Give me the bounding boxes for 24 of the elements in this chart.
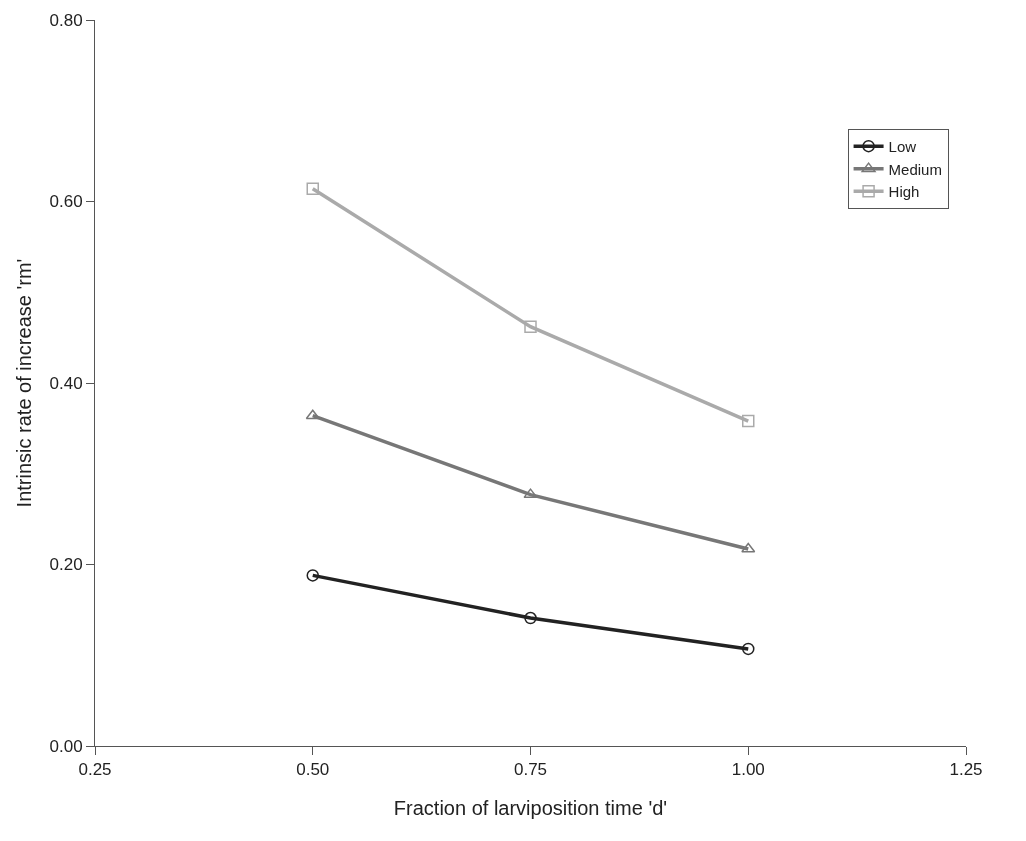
x-tick-label: 1.25 [949, 760, 983, 780]
legend-label: High [888, 183, 920, 200]
y-tick-label: 0.80 [49, 10, 83, 30]
point [524, 611, 537, 625]
y-tick-label: 0.60 [49, 192, 83, 212]
point [742, 414, 755, 428]
x-tick-label: 0.50 [296, 760, 330, 780]
point [305, 409, 320, 420]
y-axis-title: Intrinsic rate of increase 'rm' [13, 258, 36, 508]
x-tick-label: 0.75 [513, 760, 548, 780]
legend-label: Medium [888, 160, 942, 178]
y-tick-label: 0.20 [49, 555, 83, 575]
point [306, 182, 319, 196]
y-tick-label: 0.40 [49, 373, 83, 393]
point [742, 642, 755, 656]
legend-label: Low [888, 138, 917, 155]
x-axis-title: Fraction of larviposition time 'd' [393, 796, 668, 819]
x-tick-label: 1.00 [731, 760, 765, 780]
point [524, 320, 537, 333]
point [741, 542, 756, 553]
point [306, 569, 319, 582]
y-tick-label: 0.00 [49, 736, 83, 756]
point [523, 488, 538, 499]
x-tick-label: 0.25 [78, 760, 112, 780]
